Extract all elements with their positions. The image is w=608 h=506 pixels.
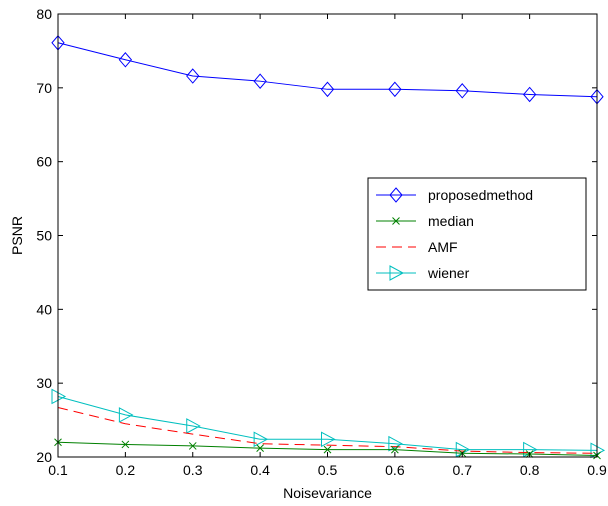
x-marker	[256, 444, 264, 452]
series-AMF	[57, 407, 598, 454]
triangle-marker	[118, 407, 134, 423]
x-tick-label: 0.8	[520, 462, 540, 478]
diamond-marker	[186, 68, 200, 84]
x-tick-label: 0.7	[453, 462, 473, 478]
triangle-marker	[389, 265, 405, 281]
diamond-marker	[320, 81, 335, 98]
ticks-layer: 0.1 0.2 0.3 0.4 0.5 0.6 0.7 0.8 0.9 20 30 40 50 60 70 8…	[36, 6, 607, 478]
series-line-AMF	[57, 407, 598, 454]
diamond-marker	[389, 187, 403, 203]
diamond-marker	[455, 83, 469, 99]
x-marker	[323, 445, 332, 454]
x-tick-label: 0.5	[318, 462, 338, 478]
x-tick-label: 0.9	[587, 462, 607, 478]
legend-label: AMF	[428, 239, 458, 255]
x-tick-label: 0.3	[183, 462, 203, 478]
x-marker	[392, 217, 400, 225]
x-tick-label: 0.1	[48, 462, 68, 478]
x-axis-title: Noisevariance	[283, 485, 372, 501]
legend-box	[367, 177, 587, 291]
x-tick-label: 0.6	[385, 462, 405, 478]
x-tick-label: 0.4	[250, 462, 270, 478]
triangle-marker	[186, 418, 201, 434]
triangle-marker	[388, 435, 403, 452]
diamond-marker	[253, 73, 267, 89]
y-tick-label: 80	[36, 6, 52, 22]
triangle-marker	[321, 431, 336, 448]
diamond-marker	[118, 52, 133, 68]
y-axis-title: PSNR	[9, 216, 25, 255]
triangle-marker	[253, 431, 269, 448]
legend-label: wiener	[427, 265, 470, 281]
diamond-marker	[522, 86, 537, 103]
x-marker	[121, 440, 130, 449]
y-tick-label: 50	[36, 228, 52, 244]
series-line-proposedmethod	[57, 42, 598, 98]
diamond-marker	[388, 81, 402, 98]
y-tick-label: 40	[36, 301, 52, 317]
legend-label: proposedmethod	[428, 187, 533, 203]
series-line-wiener	[57, 395, 598, 451]
legend: proposedmethod median AMF wiener	[367, 177, 587, 291]
legend-label: median	[428, 213, 474, 229]
x-tick-label: 0.2	[116, 462, 136, 478]
x-marker	[391, 445, 399, 454]
y-tick-label: 70	[36, 80, 52, 96]
y-tick-label: 60	[36, 154, 52, 170]
y-tick-label: 20	[36, 449, 52, 465]
series-proposedmethod	[51, 35, 604, 105]
x-marker	[188, 442, 197, 450]
y-tick-label: 30	[36, 375, 52, 391]
series-median	[54, 438, 601, 460]
